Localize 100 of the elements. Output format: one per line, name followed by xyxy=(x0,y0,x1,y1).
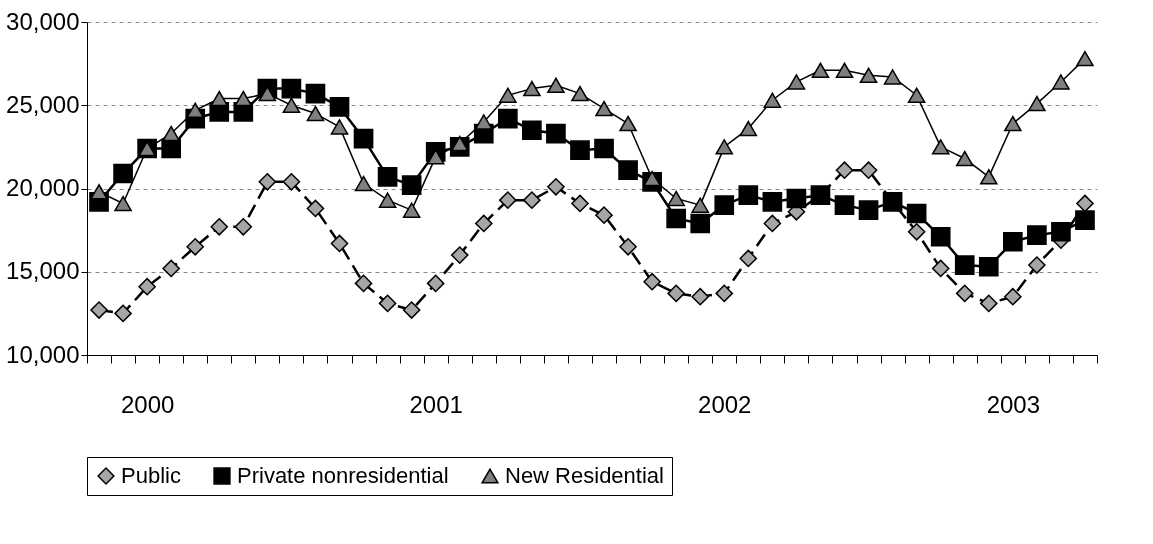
y-tick-label: 30,000 xyxy=(6,7,80,35)
point xyxy=(595,100,613,117)
point xyxy=(210,217,229,236)
point xyxy=(811,62,830,79)
point xyxy=(571,85,589,102)
point xyxy=(90,184,108,200)
point xyxy=(306,199,325,218)
point xyxy=(595,206,613,224)
point xyxy=(858,200,879,220)
point xyxy=(523,191,541,209)
point xyxy=(691,287,710,306)
point xyxy=(499,191,517,209)
point xyxy=(1052,74,1070,90)
point xyxy=(402,202,421,218)
point xyxy=(955,150,974,167)
point xyxy=(282,97,301,113)
point xyxy=(762,191,783,212)
x-tick-label: 2001 xyxy=(409,390,463,418)
point xyxy=(667,284,685,303)
point xyxy=(498,108,518,129)
point xyxy=(258,173,277,191)
point xyxy=(643,272,661,291)
point xyxy=(835,161,854,179)
point xyxy=(1004,115,1022,132)
point xyxy=(547,178,565,196)
point xyxy=(1027,225,1047,245)
legend-label: New Residential xyxy=(505,463,664,488)
y-tick-label: 15,000 xyxy=(6,257,80,285)
point xyxy=(594,138,614,159)
point xyxy=(234,90,253,107)
point xyxy=(329,97,350,117)
point xyxy=(618,160,638,181)
y-tick-label: 25,000 xyxy=(6,90,80,118)
x-tick-label: 2002 xyxy=(698,390,752,418)
point xyxy=(955,284,974,303)
point xyxy=(114,304,132,323)
point xyxy=(786,188,807,209)
point xyxy=(281,78,302,99)
point xyxy=(883,69,902,85)
point xyxy=(907,222,926,241)
point xyxy=(1051,221,1071,242)
legend-label: Public xyxy=(121,463,181,488)
point xyxy=(234,217,253,236)
point xyxy=(450,246,469,264)
point xyxy=(1028,95,1046,112)
point xyxy=(113,163,133,184)
point xyxy=(1004,287,1022,306)
point xyxy=(906,203,927,224)
point xyxy=(353,128,374,149)
point xyxy=(763,92,782,108)
legend-label: Private nonresidential xyxy=(237,463,449,488)
point xyxy=(354,175,373,192)
point xyxy=(282,173,301,191)
point xyxy=(859,161,878,179)
point xyxy=(547,77,565,93)
point xyxy=(738,185,759,205)
point xyxy=(739,120,758,137)
point xyxy=(523,80,541,97)
point xyxy=(330,119,349,135)
point xyxy=(619,237,637,256)
point xyxy=(979,169,998,185)
point xyxy=(401,175,422,195)
point xyxy=(571,194,589,213)
point xyxy=(954,255,975,275)
point xyxy=(619,115,637,132)
point xyxy=(426,149,445,165)
point xyxy=(691,197,710,213)
x-tick-label: 2003 xyxy=(986,390,1041,418)
point xyxy=(667,190,685,207)
point xyxy=(666,208,686,229)
point xyxy=(931,139,950,155)
point xyxy=(402,301,421,319)
point xyxy=(522,120,542,141)
point xyxy=(546,123,566,144)
point xyxy=(714,195,735,215)
point xyxy=(186,237,205,256)
point xyxy=(643,170,661,187)
point xyxy=(378,294,397,313)
point xyxy=(715,284,734,303)
point xyxy=(305,83,326,104)
point xyxy=(787,74,806,90)
point xyxy=(907,87,926,103)
point xyxy=(378,192,397,208)
y-tick-label: 10,000 xyxy=(6,340,80,368)
point xyxy=(162,259,180,278)
point xyxy=(715,139,734,155)
point xyxy=(978,256,999,277)
point xyxy=(330,234,349,253)
point xyxy=(859,67,878,84)
point xyxy=(354,274,373,293)
x-tick-label: 2000 xyxy=(120,390,175,418)
point xyxy=(138,277,156,296)
point xyxy=(570,140,590,161)
point xyxy=(1076,194,1094,213)
point xyxy=(114,195,132,212)
point xyxy=(1003,231,1023,252)
point xyxy=(690,213,711,234)
point xyxy=(739,249,758,268)
point xyxy=(162,125,180,142)
point xyxy=(474,214,493,233)
